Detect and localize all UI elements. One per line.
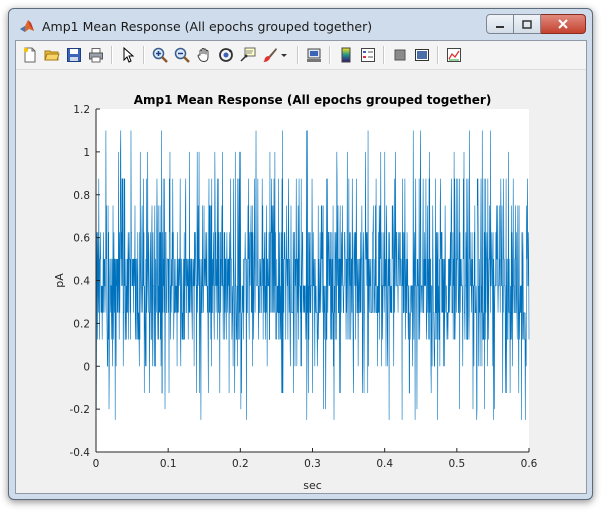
window-title: Amp1 Mean Response (All epochs grouped t… (42, 19, 373, 34)
y-tick-label: 0.4 (73, 276, 90, 288)
brush-icon (263, 48, 277, 63)
y-tick-label: 0.8 (73, 190, 90, 202)
hand-icon (197, 48, 209, 62)
x-axis-label: sec (303, 479, 322, 492)
hide-plot-tools-button[interactable] (390, 45, 410, 65)
y-tick-label: 1 (83, 147, 90, 159)
link-icon (307, 48, 321, 62)
chevron-down-icon (281, 54, 287, 57)
edit-plot-button[interactable] (118, 45, 138, 65)
dock-icon (447, 48, 461, 62)
x-tick-label: 0 (93, 458, 100, 470)
close-icon (558, 19, 568, 29)
show-plot-tools-button[interactable] (412, 45, 432, 65)
maximize-icon (522, 19, 532, 29)
maximize-button[interactable] (514, 14, 541, 34)
folder-open-icon (44, 50, 60, 61)
new-file-icon (23, 47, 36, 63)
figure-toolbar (16, 41, 586, 70)
link-plot-button[interactable] (304, 45, 324, 65)
figure-canvas[interactable]: Amp1 Mean Response (All epochs grouped t… (16, 70, 586, 493)
zoom-in-icon (152, 47, 168, 63)
dock-figure-button[interactable] (444, 45, 464, 65)
data-cursor-icon (240, 47, 256, 62)
legend-icon (361, 48, 375, 62)
x-tick-label: 0.6 (521, 458, 538, 470)
zoom-out-button[interactable] (172, 45, 192, 65)
x-tick-label: 0.1 (160, 458, 177, 470)
y-tick-label: 0.6 (73, 233, 90, 245)
zoom-in-button[interactable] (150, 45, 170, 65)
data-cursor-button[interactable] (238, 45, 258, 65)
hide-tools-icon (394, 49, 406, 61)
y-tick-label: 0.2 (73, 318, 90, 330)
chart-title: Amp1 Mean Response (All epochs grouped t… (134, 93, 492, 107)
series-line (95, 130, 530, 420)
brush-button[interactable] (260, 45, 280, 65)
y-tick-label: -0.2 (70, 404, 91, 416)
line-chart[interactable]: Amp1 Mean Response (All epochs grouped t… (16, 70, 586, 493)
rotate-3d-button[interactable] (216, 45, 236, 65)
x-tick-label: 0.4 (376, 458, 393, 470)
pointer-icon (123, 47, 135, 63)
y-axis-label: pA (53, 273, 66, 288)
minimize-icon (496, 26, 504, 28)
colorbar-icon (341, 47, 351, 63)
y-tick-label: 1.2 (73, 104, 90, 116)
save-icon (67, 48, 81, 62)
minimize-button[interactable] (486, 14, 514, 34)
y-tick-label: -0.4 (70, 447, 91, 459)
figure-window: Amp1 Mean Response (All epochs grouped t… (8, 8, 593, 500)
x-tick-label: 0.2 (232, 458, 249, 470)
title-bar[interactable]: Amp1 Mean Response (All epochs grouped t… (9, 9, 592, 37)
print-figure-button[interactable] (86, 45, 106, 65)
insert-colorbar-button[interactable] (336, 45, 356, 65)
show-tools-icon (415, 49, 429, 61)
brush-dropdown[interactable] (278, 45, 290, 65)
rotate-icon (219, 48, 233, 62)
open-file-button[interactable] (42, 45, 62, 65)
pan-button[interactable] (194, 45, 214, 65)
new-figure-button[interactable] (20, 45, 40, 65)
x-tick-label: 0.3 (304, 458, 321, 470)
matlab-icon (19, 18, 35, 34)
y-tick-label: 0 (83, 361, 90, 373)
x-tick-label: 0.5 (448, 458, 465, 470)
save-figure-button[interactable] (64, 45, 84, 65)
printer-icon (89, 48, 103, 63)
figure-client-area: Amp1 Mean Response (All epochs grouped t… (15, 40, 587, 494)
insert-legend-button[interactable] (358, 45, 378, 65)
close-button[interactable] (541, 14, 586, 34)
zoom-out-icon (174, 47, 190, 63)
